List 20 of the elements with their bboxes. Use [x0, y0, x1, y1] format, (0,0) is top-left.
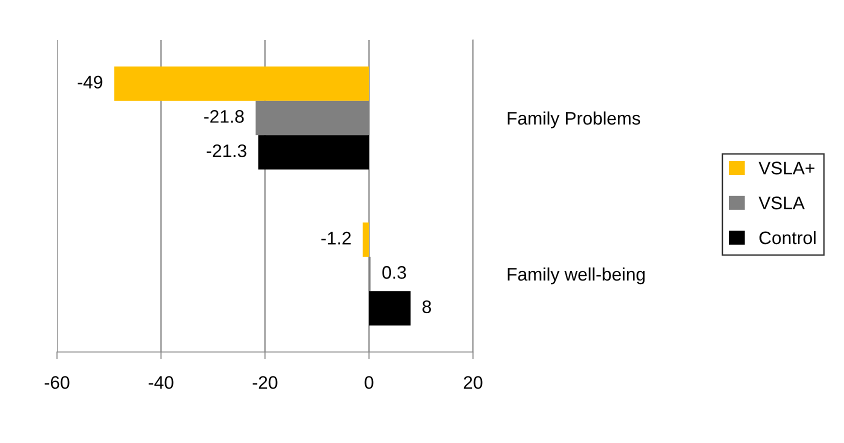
- bar: [362, 222, 369, 257]
- x-tick-label: 0: [364, 376, 374, 389]
- data-label: -49: [78, 76, 102, 89]
- y-tick-label: Family Problems: [508, 111, 640, 128]
- x-tick-label: -40: [148, 376, 174, 389]
- x-tick-label: 20: [464, 376, 482, 389]
- bar: [114, 66, 369, 101]
- data-label: -1.2: [321, 232, 351, 244]
- legend-label: VSLA: [758, 196, 805, 210]
- y-tick-label: Family well-being: [508, 267, 645, 284]
- x-tick-label: -60: [44, 376, 70, 389]
- data-label: 0.3: [382, 266, 406, 279]
- x-tick-label: -20: [252, 376, 278, 389]
- data-label: -21.8: [204, 110, 244, 123]
- legend-label: VSLA+: [758, 162, 814, 174]
- legend-label: Control: [759, 230, 816, 244]
- bar: [369, 291, 411, 326]
- data-label: 8: [422, 300, 431, 314]
- bar: [258, 135, 369, 170]
- data-label: -21.3: [206, 144, 246, 158]
